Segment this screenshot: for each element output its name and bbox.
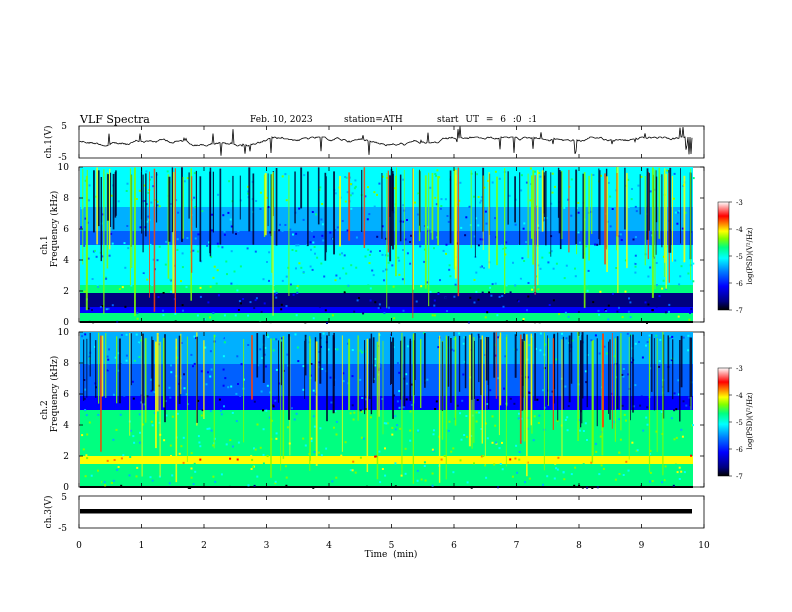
time-axis-label: Time (min) — [365, 549, 418, 560]
yt2-label-0: 0 — [63, 483, 69, 493]
ch1-colorbar-label: log(PSD)(V²/Hz) — [746, 227, 754, 284]
ch3-waveform-panel: 5 -5 ch.3(V) — [43, 493, 705, 534]
ch2-colorbar-label: log(PSD)(V²/Hz) — [746, 392, 754, 449]
station-label: station=ATH — [344, 115, 403, 125]
ch1-ytick-bottom: -5 — [58, 153, 67, 163]
time-tick-label-10: 10 — [698, 541, 710, 551]
ch1-frequency-ticks: 0 2 4 6 8 10 — [58, 163, 704, 328]
time-axis-ticks: 0 1 2 3 4 5 6 7 8 9 10 — [76, 126, 710, 551]
time-tick-label-9: 9 — [639, 541, 645, 551]
date-label: Feb. 10, 2023 — [250, 115, 313, 125]
ch3-ytick-bottom: -5 — [58, 524, 67, 534]
cb2-label-0: -3 — [736, 365, 743, 373]
ch1-spec-channel-label: ch.1 — [40, 235, 50, 254]
yt2-label-1: 2 — [63, 452, 69, 462]
cb2-label-2: -5 — [736, 419, 743, 427]
cb1-label-3: -6 — [736, 280, 743, 288]
yt1-label-5: 10 — [58, 163, 70, 173]
ch1-waveform-frame — [78, 125, 705, 159]
cb2-label-4: -7 — [736, 473, 743, 481]
yt1-label-3: 6 — [63, 225, 69, 235]
time-tick-label-1: 1 — [139, 541, 145, 551]
ch1-waveform-ylabel: ch.1(V) — [43, 126, 54, 159]
time-tick-label-7: 7 — [514, 541, 520, 551]
yt2-label-5: 10 — [58, 328, 70, 338]
yt2-label-4: 8 — [63, 359, 69, 369]
ch3-waveform-ylabel: ch.3(V) — [43, 496, 54, 529]
yt1-label-1: 2 — [63, 287, 69, 297]
yt1-label-4: 8 — [63, 194, 69, 204]
cb2-label-3: -6 — [736, 446, 743, 454]
time-tick-label-6: 6 — [451, 541, 457, 551]
cb1-label-1: -4 — [736, 226, 743, 234]
start-ut-label: start UT = 6 :0 :1 — [437, 115, 538, 125]
ch1-ytick-top: 5 — [61, 122, 67, 132]
yt1-label-2: 4 — [63, 256, 69, 266]
ch2-spectrogram-image — [80, 332, 694, 489]
ch1-waveform-line — [79, 126, 693, 156]
yt1-label-0: 0 — [63, 318, 69, 328]
ch1-colorbar-ticks: -3 -4 -5 -6 -7 — [729, 199, 743, 315]
ch1-spectrogram-image — [80, 167, 695, 324]
ch3-waveform-line — [80, 509, 692, 514]
cb1-label-4: -7 — [736, 307, 743, 315]
ch2-spec-channel-label: ch.2 — [40, 400, 50, 419]
ch3-ytick-top: 5 — [61, 493, 67, 503]
time-tick-label-0: 0 — [76, 541, 82, 551]
time-tick-label-4: 4 — [326, 541, 332, 551]
yt2-label-2: 4 — [63, 421, 69, 431]
ch2-frequency-ticks: 0 2 4 6 8 10 — [58, 328, 704, 493]
cb2-label-1: -4 — [736, 392, 743, 400]
time-tick-label-2: 2 — [201, 541, 207, 551]
ch1-waveform-panel: 5 -5 ch.1(V) — [43, 122, 705, 163]
ch1-colorbar — [717, 201, 730, 311]
time-tick-label-3: 3 — [264, 541, 270, 551]
chart-title: VLF Spectra — [80, 113, 150, 126]
cb1-label-0: -3 — [736, 199, 743, 207]
time-tick-label-8: 8 — [576, 541, 582, 551]
ch1-spec-ylabel: Frequency (kHz) — [49, 191, 60, 268]
cb1-label-2: -5 — [736, 253, 743, 261]
ch2-spec-ylabel: Frequency (kHz) — [49, 356, 60, 433]
ch2-colorbar-ticks: -3 -4 -5 -6 -7 — [729, 365, 743, 481]
time-tick-label-5: 5 — [389, 541, 395, 551]
yt2-label-3: 6 — [63, 390, 69, 400]
ch2-colorbar — [717, 367, 730, 477]
